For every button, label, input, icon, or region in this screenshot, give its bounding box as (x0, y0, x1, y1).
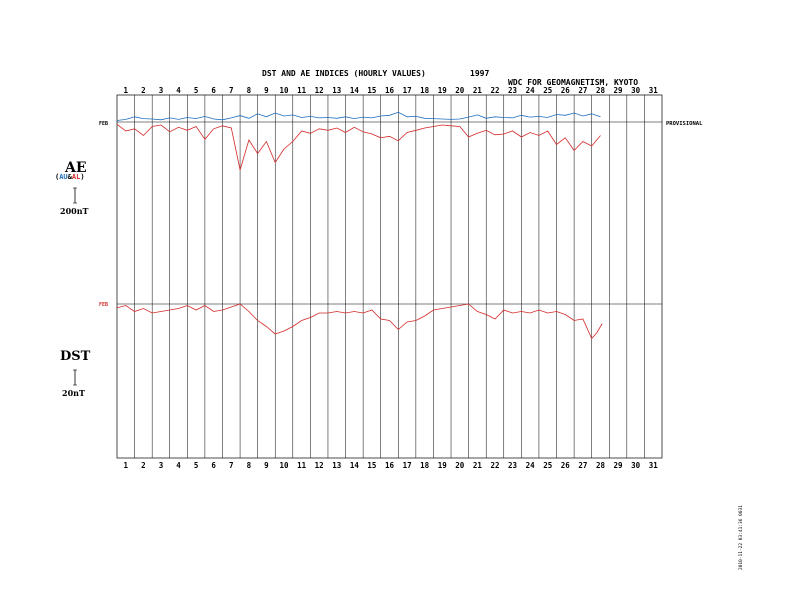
bottom-day-tick-label: 21 (473, 461, 483, 470)
bottom-day-tick-label: 27 (578, 461, 587, 470)
bottom-day-tick-label: 31 (649, 461, 659, 470)
bottom-day-tick-label: 8 (247, 461, 252, 470)
top-day-tick-label: 12 (315, 86, 324, 95)
top-day-tick-label: 24 (526, 86, 536, 95)
bottom-day-tick-label: 2 (141, 461, 146, 470)
bottom-day-tick-label: 26 (561, 461, 571, 470)
top-day-tick-label: 11 (297, 86, 307, 95)
bottom-day-tick-label: 24 (526, 461, 536, 470)
bottom-day-tick-label: 20 (455, 461, 465, 470)
dst-series (116, 303, 603, 340)
top-day-tick-label: 18 (420, 86, 430, 95)
top-day-tick-label: 19 (438, 86, 448, 95)
ae-legend: (AU&AL) (55, 173, 85, 181)
top-day-tick-label: 9 (264, 86, 269, 95)
top-day-tick-label: 4 (176, 86, 181, 95)
ae-legend-al: AL (72, 173, 80, 181)
bottom-day-tick-label: 1 (124, 461, 129, 470)
bottom-day-tick-label: 17 (403, 461, 412, 470)
bottom-day-tick-label: 13 (332, 461, 342, 470)
bottom-day-tick-label: 11 (297, 461, 307, 470)
top-day-tick-labels: 1 2 3 4 5 6 7 8 9 10 11 12 13 14 15 16 17 18 19 20 21 22 23 24 2… (124, 86, 659, 95)
bottom-day-tick-label: 22 (490, 461, 499, 470)
bottom-day-tick-label: 5 (194, 461, 199, 470)
top-day-tick-label: 8 (247, 86, 252, 95)
top-day-tick-label: 27 (578, 86, 587, 95)
top-day-tick-label: 29 (614, 86, 624, 95)
ae-legend-au: AU (59, 173, 67, 181)
au-line (116, 111, 601, 121)
top-day-tick-label: 30 (631, 86, 641, 95)
top-day-tick-label: 5 (194, 86, 199, 95)
top-day-tick-label: 7 (229, 86, 234, 95)
dst-line (116, 303, 603, 340)
bottom-day-tick-label: 30 (631, 461, 641, 470)
dst-panel-label: DST (60, 349, 91, 364)
top-day-tick-label: 25 (543, 86, 552, 95)
bottom-day-tick-labels: 1 2 3 4 5 6 7 8 9 10 11 12 13 14 15 16 17 18 19 20 21 22 23 24 2… (124, 461, 659, 470)
top-day-tick-label: 23 (508, 86, 518, 95)
top-day-tick-label: 28 (596, 86, 606, 95)
bottom-day-tick-label: 4 (176, 461, 181, 470)
plot-frame (116, 94, 663, 459)
bottom-day-tick-label: 10 (280, 461, 290, 470)
bottom-day-tick-label: 14 (350, 461, 360, 470)
provisional-label: PROVISIONAL (666, 121, 703, 127)
ae-scale-label: 200nT (60, 206, 89, 216)
top-day-tick-label: 31 (649, 86, 659, 95)
institution-label: WDC FOR GEOMAGNETISM, KYOTO (508, 78, 638, 87)
bottom-day-tick-label: 16 (385, 461, 395, 470)
top-day-tick-label: 21 (473, 86, 483, 95)
ae-month-marker: FEB (99, 121, 108, 127)
chart-year: 1997 (470, 69, 489, 78)
ae-legend-open: ( (55, 173, 59, 181)
bottom-day-tick-label: 7 (229, 461, 234, 470)
al-line (116, 123, 601, 171)
bottom-day-tick-label: 15 (367, 461, 376, 470)
bottom-day-tick-label: 25 (543, 461, 552, 470)
timestamp-stamp: 2010-11-22 03:41:36 0031 (738, 505, 744, 570)
top-day-tick-label: 10 (280, 86, 290, 95)
top-day-tick-label: 3 (159, 86, 164, 95)
dst-scale-label: 20nT (62, 388, 85, 398)
top-day-tick-label: 1 (124, 86, 129, 95)
bottom-day-tick-label: 12 (315, 461, 324, 470)
au-series (116, 111, 601, 121)
bottom-day-tick-label: 29 (614, 461, 624, 470)
top-day-tick-label: 17 (403, 86, 412, 95)
ae-legend-close: ) (80, 173, 84, 181)
bottom-day-tick-label: 19 (438, 461, 448, 470)
bottom-day-tick-label: 3 (159, 461, 164, 470)
top-day-tick-label: 6 (211, 86, 216, 95)
chart-title: DST AND AE INDICES (HOURLY VALUES) (262, 69, 426, 78)
dst-month-marker: FEB (99, 302, 108, 308)
day-grid (116, 94, 663, 459)
top-day-tick-label: 20 (455, 86, 465, 95)
top-day-tick-label: 16 (385, 86, 395, 95)
ae-legend-amp: & (68, 173, 73, 181)
bottom-day-tick-label: 18 (420, 461, 430, 470)
top-day-tick-label: 2 (141, 86, 146, 95)
bottom-day-tick-label: 28 (596, 461, 606, 470)
bottom-day-tick-label: 23 (508, 461, 518, 470)
top-day-tick-label: 13 (332, 86, 342, 95)
top-day-tick-label: 15 (367, 86, 376, 95)
top-day-tick-label: 22 (490, 86, 499, 95)
ae-panel-label: AE (64, 160, 87, 176)
top-day-tick-label: 26 (561, 86, 571, 95)
top-day-tick-label: 14 (350, 86, 360, 95)
bottom-day-tick-label: 6 (211, 461, 216, 470)
al-series (116, 123, 601, 171)
bottom-day-tick-label: 9 (264, 461, 269, 470)
